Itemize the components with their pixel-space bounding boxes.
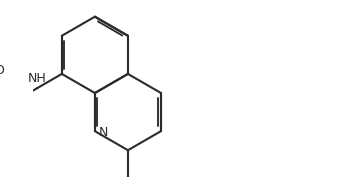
Text: N: N [99,126,108,140]
Text: O: O [0,64,4,77]
Text: NH: NH [28,72,47,85]
